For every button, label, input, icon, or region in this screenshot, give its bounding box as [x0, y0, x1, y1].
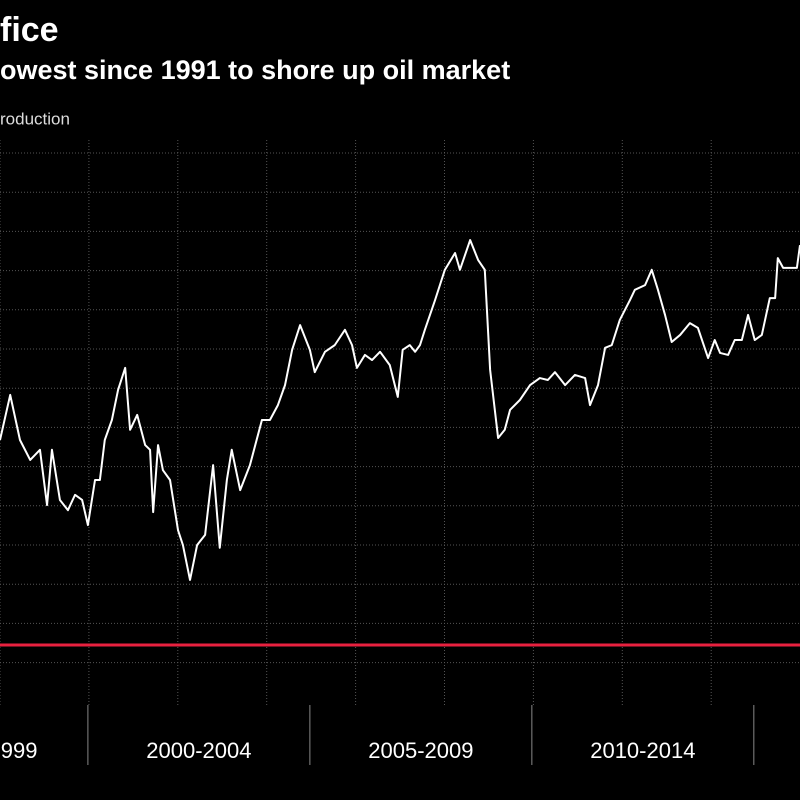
grid: [0, 140, 800, 705]
x-tick-label: 2005-2009: [368, 738, 473, 763]
x-tick-label: 999: [1, 738, 38, 763]
x-tick-label: 2010-2014: [590, 738, 695, 763]
chart-subtitle: owest since 1991 to shore up oil market: [0, 55, 510, 85]
x-tick-label: 2000-2004: [146, 738, 251, 763]
chart-title: fice: [0, 11, 59, 49]
line-series: [0, 239, 800, 581]
unit-label: roduction: [0, 109, 70, 128]
